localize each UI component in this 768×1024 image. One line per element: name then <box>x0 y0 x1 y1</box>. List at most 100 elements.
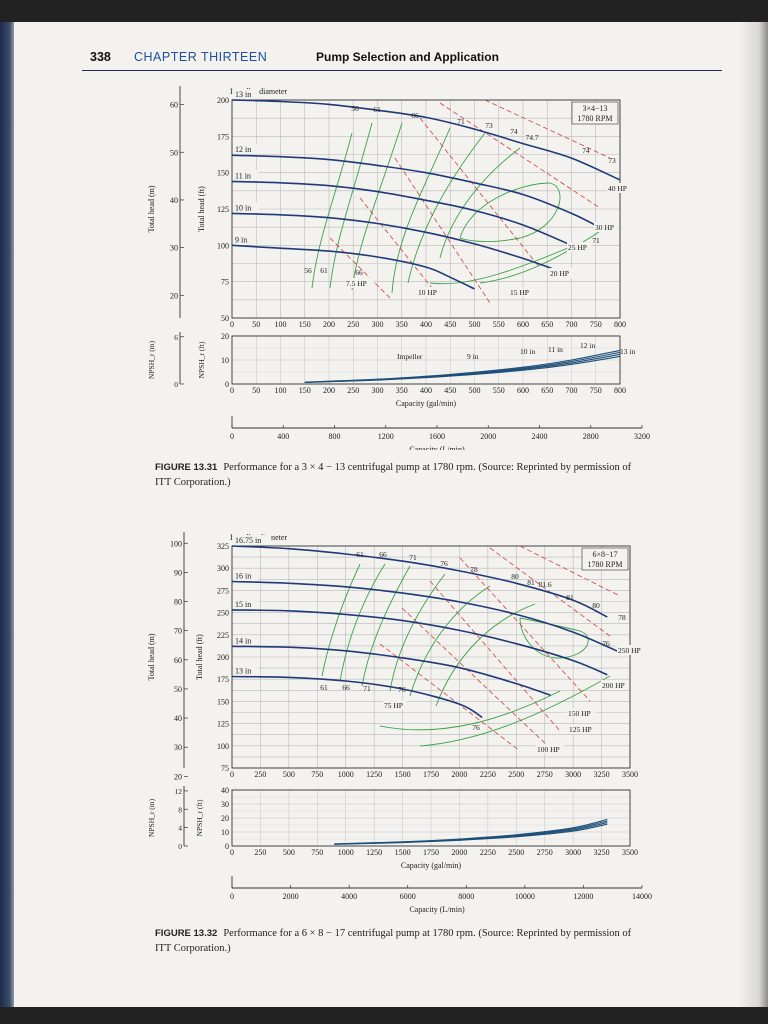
lpm-tick-label: 6000 <box>400 892 416 901</box>
impeller-label-bg <box>233 234 255 245</box>
impeller-label-bg <box>233 170 259 181</box>
hp-label: 200 HP <box>602 681 625 690</box>
y-tick-label-ft: 175 <box>217 675 229 684</box>
head-curve-9in <box>231 244 475 290</box>
x-tick-label: 250 <box>347 320 359 329</box>
npsh-plot-frame <box>231 789 631 847</box>
impeller-size-label: 9 in <box>235 235 247 244</box>
efficiency-label: 61 <box>373 105 381 114</box>
lpm-tick-label: 400 <box>277 432 289 441</box>
npsh-tick-label-ft: 30 <box>221 800 229 809</box>
y-axis-title-ft: Total head (ft) <box>195 634 204 680</box>
efficiency-curve <box>419 675 611 747</box>
hp-label-bg <box>568 724 597 734</box>
pump-speed-label: 1780 RPM <box>588 560 623 569</box>
efficiency-curve <box>439 147 521 259</box>
efficiency-label: 80 <box>592 601 600 610</box>
hp-line <box>429 580 561 732</box>
impeller-size-label: 16 in <box>235 572 251 581</box>
efficiency-curve <box>379 690 561 731</box>
x-tick-label: 200 <box>323 320 335 329</box>
impeller-size-label: 12 in <box>235 145 251 154</box>
lpm-tick-label: 4000 <box>341 892 357 901</box>
head-curve-16in <box>231 580 625 656</box>
efficiency-curve <box>361 565 411 687</box>
x-tick-label: 500 <box>469 320 481 329</box>
x-tick-label: 700 <box>566 320 578 329</box>
hp-label: 10 HP <box>418 288 437 297</box>
impeller-label-bg <box>233 570 259 581</box>
efficiency-label: 61 <box>320 266 328 275</box>
figure-13-31-caption-text: Performance for a 3 × 4 − 13 centrifugal… <box>155 462 632 488</box>
x-tick-label: 300 <box>372 320 384 329</box>
hp-label-bg <box>594 222 618 232</box>
hp-label: 7.5 HP <box>346 279 367 288</box>
efficiency-label: 74.7 <box>525 133 538 142</box>
x-tick-label: 2500 <box>508 770 524 779</box>
x-tick-label: 3000 <box>565 770 581 779</box>
npsh-label: 12 in <box>580 341 595 350</box>
y-tick-label-ft: 275 <box>217 586 229 595</box>
npsh-x-tick-label: 200 <box>323 386 335 395</box>
efficiency-label: 66 <box>411 111 419 120</box>
hp-label: 20 HP <box>550 269 569 278</box>
y-tick-label-ft: 175 <box>217 132 229 141</box>
npsh-label: Impeller <box>397 352 423 361</box>
npsh-axis-title-m: NPSH_r (m) <box>147 340 156 379</box>
impeller-label-bg <box>233 202 259 213</box>
y-tick-label-m: 20 <box>170 291 178 300</box>
head-curve-1675in <box>231 545 608 618</box>
npsh-label: 13 in <box>620 347 635 356</box>
hp-line <box>359 197 441 299</box>
y-tick-label-ft: 50 <box>221 314 229 323</box>
npsh-curve <box>304 349 621 383</box>
figure-13-32-caption-text: Performance for a 6 × 8 − 17 centrifugal… <box>155 928 632 954</box>
efficiency-label: 71 <box>363 684 371 693</box>
x-tick-label: 650 <box>541 320 553 329</box>
hp-line <box>484 99 611 159</box>
impeller-diameter-label: Impeller diameter <box>230 87 287 96</box>
chapter-label: CHAPTER THIRTEEN <box>134 50 268 64</box>
npsh-x-tick-label: 3000 <box>565 848 581 857</box>
hp-label-bg <box>601 680 630 690</box>
hp-label-bg <box>617 645 646 655</box>
hp-label: 75 HP <box>384 701 403 710</box>
npsh-x-tick-label: 750 <box>311 848 323 857</box>
y-tick-label-ft: 150 <box>217 169 229 178</box>
impeller-label-bg <box>233 535 272 545</box>
x-tick-label: 1000 <box>338 770 354 779</box>
head-curve-11in <box>231 180 584 252</box>
y-tick-label-ft: 325 <box>217 542 229 551</box>
efficiency-label: 56 <box>351 104 359 113</box>
running-header: 338 CHAPTER THIRTEEN Pump Selection and … <box>82 48 722 71</box>
npsh-tick-label-ft: 10 <box>221 828 229 837</box>
x-tick-label: 2250 <box>480 770 496 779</box>
npsh-curve <box>304 351 621 383</box>
y-tick-label-m: 60 <box>174 656 182 665</box>
hp-label-bg <box>417 287 441 297</box>
y-tick-label-ft: 250 <box>217 609 229 618</box>
npsh-x-tick-label: 100 <box>275 386 287 395</box>
efficiency-label: 76 <box>398 685 406 694</box>
efficiency-label: 76 <box>440 559 448 568</box>
efficiency-curve <box>435 603 536 707</box>
x-tick-label: 0 <box>230 770 234 779</box>
npsh-axis-title-ft: NPSH_r (ft) <box>195 799 204 836</box>
efficiency-curve <box>409 585 491 697</box>
npsh-tick-label-m: 8 <box>178 805 182 814</box>
npsh-x-tick-label: 500 <box>283 848 295 857</box>
y-tick-label-m: 20 <box>174 772 182 781</box>
impeller-size-label: 14 in <box>235 636 251 645</box>
efficiency-curve <box>391 127 451 294</box>
x-tick-label: 2000 <box>451 770 467 779</box>
chapter-title: Pump Selection and Application <box>316 50 499 64</box>
lpm-tick-label: 800 <box>329 432 341 441</box>
figure-13-31-label: FIGURE 13.31 <box>155 462 218 473</box>
y-tick-label-m: 80 <box>174 598 182 607</box>
x-tick-label: 3250 <box>594 770 610 779</box>
x-tick-label: 0 <box>230 320 234 329</box>
efficiency-curve <box>459 182 561 242</box>
lpm-tick-label: 3200 <box>634 432 650 441</box>
npsh-label: 10 in <box>520 347 535 356</box>
y-tick-label-ft: 300 <box>217 564 229 573</box>
